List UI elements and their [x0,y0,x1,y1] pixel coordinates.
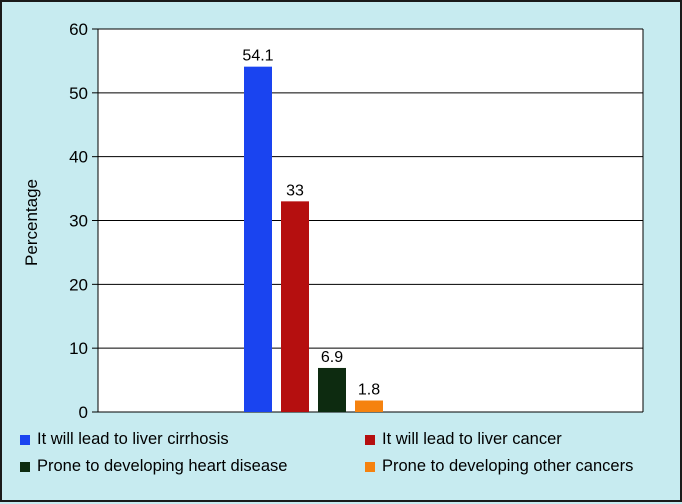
legend-swatch [20,434,30,445]
legend-label: It will lead to liver cancer [382,430,562,448]
y-tick-label: 60 [69,20,88,39]
legend-swatch [365,434,375,445]
y-tick-label: 10 [69,339,88,358]
y-tick-label: 50 [69,84,88,103]
legend-label: It will lead to liver cirrhosis [37,430,229,448]
legend-swatch [20,461,30,472]
y-axis-title: Percentage [22,179,41,266]
legend-item: It will lead to liver cancer [365,430,562,449]
data-label-1: 54.1 [242,48,273,65]
bar-2 [281,201,309,412]
bar-3 [318,367,346,412]
bar-1 [244,66,272,412]
data-label-2: 33 [286,182,304,199]
legend-swatch [365,461,375,472]
legend-label: Prone to developing heart disease [37,457,288,475]
data-label-4: 1.8 [358,382,380,399]
y-tick-label: 40 [69,148,88,167]
data-label-3: 6.9 [321,349,343,366]
bar-4 [355,400,383,412]
y-tick-label: 0 [79,403,88,422]
y-tick-label: 30 [69,212,88,231]
legend-item: It will lead to liver cirrhosis [20,430,229,449]
legend-item: Prone to developing heart disease [20,457,287,476]
legend: It will lead to liver cirrhosis It will l… [20,430,670,486]
legend-item: Prone to developing other cancers [365,457,633,476]
y-tick-label: 20 [69,275,88,294]
legend-label: Prone to developing other cancers [382,457,634,475]
